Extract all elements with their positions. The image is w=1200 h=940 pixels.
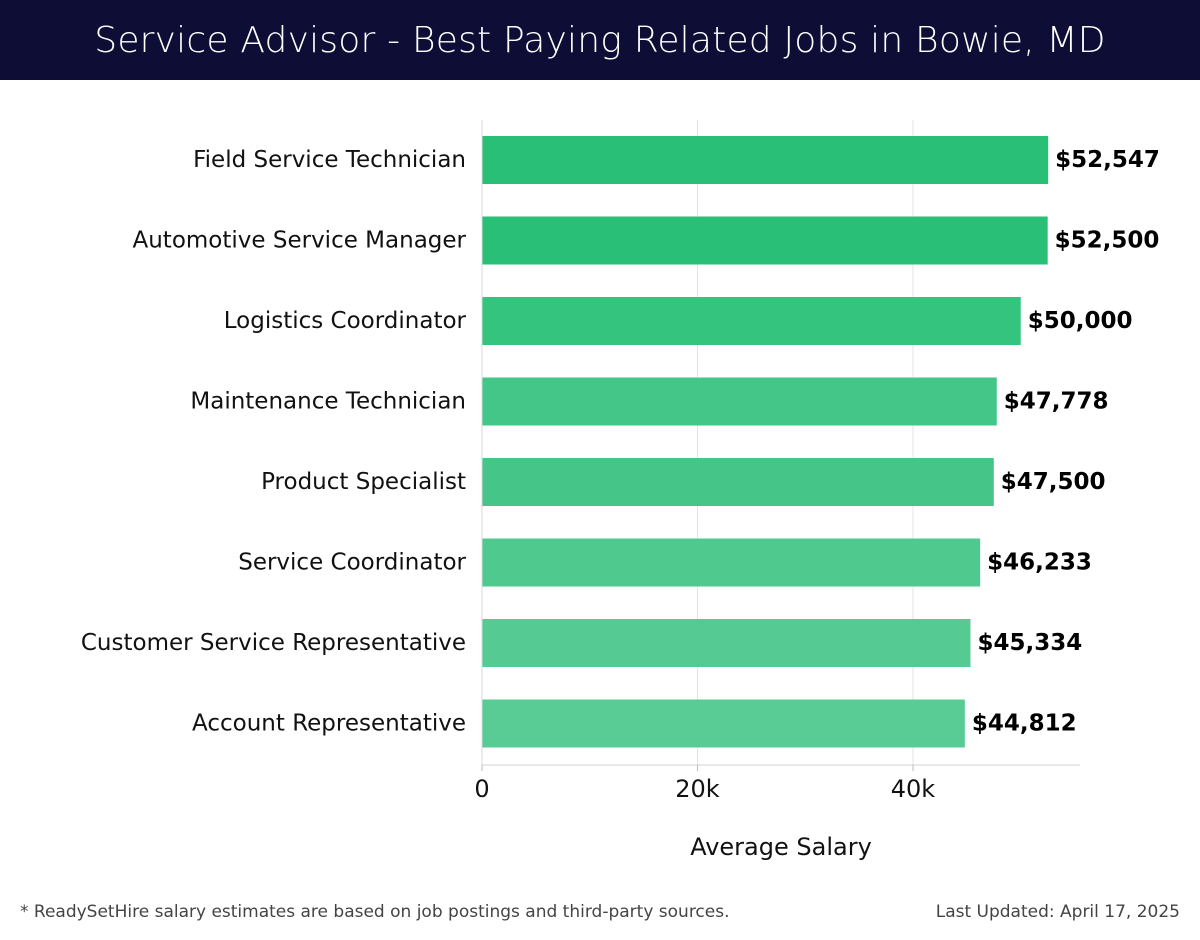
x-tick-label: 0 [474, 775, 489, 803]
value-labels-group: $52,547 $52,500 $50,000 $47,778 $47,500 $46,2… [972, 147, 1160, 737]
bar-value-label: $50,000 [1028, 308, 1133, 334]
bars-group [482, 136, 1049, 748]
x-tick-label: 20k [675, 775, 720, 803]
chart-title: Service Advisor - Best Paying Related Jo… [94, 19, 1106, 61]
category-label: Maintenance Technician [190, 389, 466, 415]
bar-value-label: $47,778 [1004, 389, 1109, 415]
bar-value-label: $44,812 [972, 711, 1077, 737]
last-updated: Last Updated: April 17, 2025 [935, 902, 1180, 922]
bar-value-label: $45,334 [977, 630, 1082, 656]
bar [482, 136, 1049, 184]
bar [482, 377, 997, 426]
bar [482, 699, 965, 748]
chart-header: Service Advisor - Best Paying Related Jo… [0, 0, 1200, 80]
category-label: Logistics Coordinator [224, 308, 467, 334]
category-label: Service Coordinator [238, 550, 466, 576]
x-ticks-group: 0 20k 40k [474, 765, 935, 803]
bar [482, 216, 1048, 265]
bar [482, 297, 1021, 345]
bar-value-label: $46,233 [987, 550, 1092, 576]
bar-chart: $52,547 $52,500 $50,000 $47,778 $47,500 $46,2… [81, 120, 1160, 861]
category-label: Product Specialist [261, 469, 466, 495]
x-tick-label: 40k [891, 775, 936, 803]
bar-value-label: $52,500 [1055, 228, 1160, 254]
category-label: Field Service Technician [193, 147, 466, 173]
category-labels-group: Field Service Technician Automotive Servi… [81, 147, 467, 737]
bar-value-label: $52,547 [1055, 147, 1160, 173]
category-label: Account Representative [192, 711, 466, 737]
x-axis-label: Average Salary [690, 833, 872, 861]
category-label: Automotive Service Manager [133, 228, 467, 254]
bar-value-label: $47,500 [1001, 469, 1106, 495]
source-note: * ReadySetHire salary estimates are base… [20, 902, 730, 922]
category-label: Customer Service Representative [81, 630, 466, 656]
bar [482, 538, 981, 587]
bar [482, 458, 994, 506]
bar [482, 619, 971, 667]
